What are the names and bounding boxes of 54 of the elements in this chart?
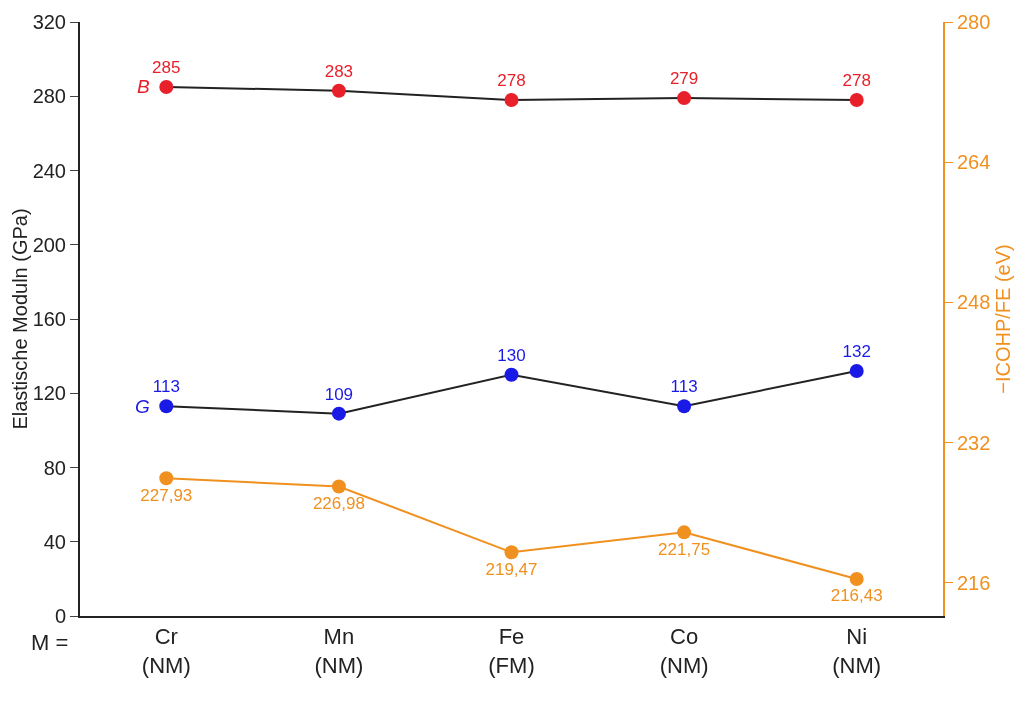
point bbox=[159, 399, 174, 414]
point bbox=[331, 406, 346, 421]
x-tick-label: Cr (NM) bbox=[141, 624, 191, 678]
annotation: B bbox=[137, 76, 150, 97]
data-label: 113 bbox=[670, 377, 698, 397]
data-label: 109 bbox=[324, 384, 354, 404]
data-label: 226,98 bbox=[312, 494, 365, 514]
y2-tick-label: 216 bbox=[957, 571, 991, 594]
text: M = bbox=[31, 630, 69, 655]
data-label: 285 bbox=[152, 57, 181, 77]
point bbox=[504, 92, 519, 107]
data-label: 279 bbox=[669, 69, 699, 89]
data-label: 130 bbox=[497, 345, 526, 365]
annotation: G bbox=[135, 396, 150, 417]
data-label: 113 bbox=[152, 377, 180, 397]
y-tick-label: 320 bbox=[32, 11, 66, 33]
data-label: 278 bbox=[842, 70, 871, 90]
point bbox=[331, 479, 346, 494]
point bbox=[504, 545, 519, 560]
y-tick-label: 40 bbox=[43, 530, 66, 553]
x-tick-label: Mn (NM) bbox=[314, 624, 364, 678]
data-label: 227,93 bbox=[140, 485, 193, 505]
data-label: 221,75 bbox=[658, 539, 711, 559]
data-label: 132 bbox=[842, 341, 871, 361]
y-tick-label: 240 bbox=[32, 159, 66, 182]
point bbox=[677, 91, 692, 106]
x-tick-label: Co (NM) bbox=[659, 624, 709, 678]
point bbox=[849, 92, 864, 107]
y2-tick-label: 264 bbox=[957, 151, 991, 174]
data-label: 283 bbox=[324, 61, 354, 81]
point bbox=[159, 79, 174, 94]
y-tick-label: 160 bbox=[32, 308, 66, 330]
y-tick-label: 0 bbox=[54, 605, 66, 627]
point bbox=[849, 571, 864, 586]
point bbox=[677, 525, 692, 540]
point bbox=[159, 471, 174, 486]
y-tick-label: 80 bbox=[43, 456, 66, 479]
point bbox=[677, 399, 692, 414]
data-label: 278 bbox=[497, 70, 526, 90]
y-axis-title: Elastische Moduln (GPa) bbox=[8, 208, 31, 430]
point bbox=[504, 367, 519, 382]
data-label: 216,43 bbox=[830, 586, 883, 606]
y-tick-label: 200 bbox=[32, 233, 66, 256]
y-tick-label: 280 bbox=[32, 85, 66, 108]
y2-tick-label: 280 bbox=[957, 11, 991, 33]
x-tick-label: Ni (NM) bbox=[832, 624, 882, 678]
y2-axis-title: −ICOHP/FE (eV) bbox=[992, 244, 1015, 394]
point bbox=[849, 363, 864, 378]
y-tick-label: 120 bbox=[32, 382, 66, 405]
x-tick-label: Fe (FM) bbox=[488, 624, 535, 678]
y2-tick-label: 232 bbox=[957, 431, 991, 454]
data-label: 219,47 bbox=[485, 559, 538, 579]
point bbox=[331, 83, 346, 98]
y2-tick-label: 248 bbox=[957, 291, 991, 314]
